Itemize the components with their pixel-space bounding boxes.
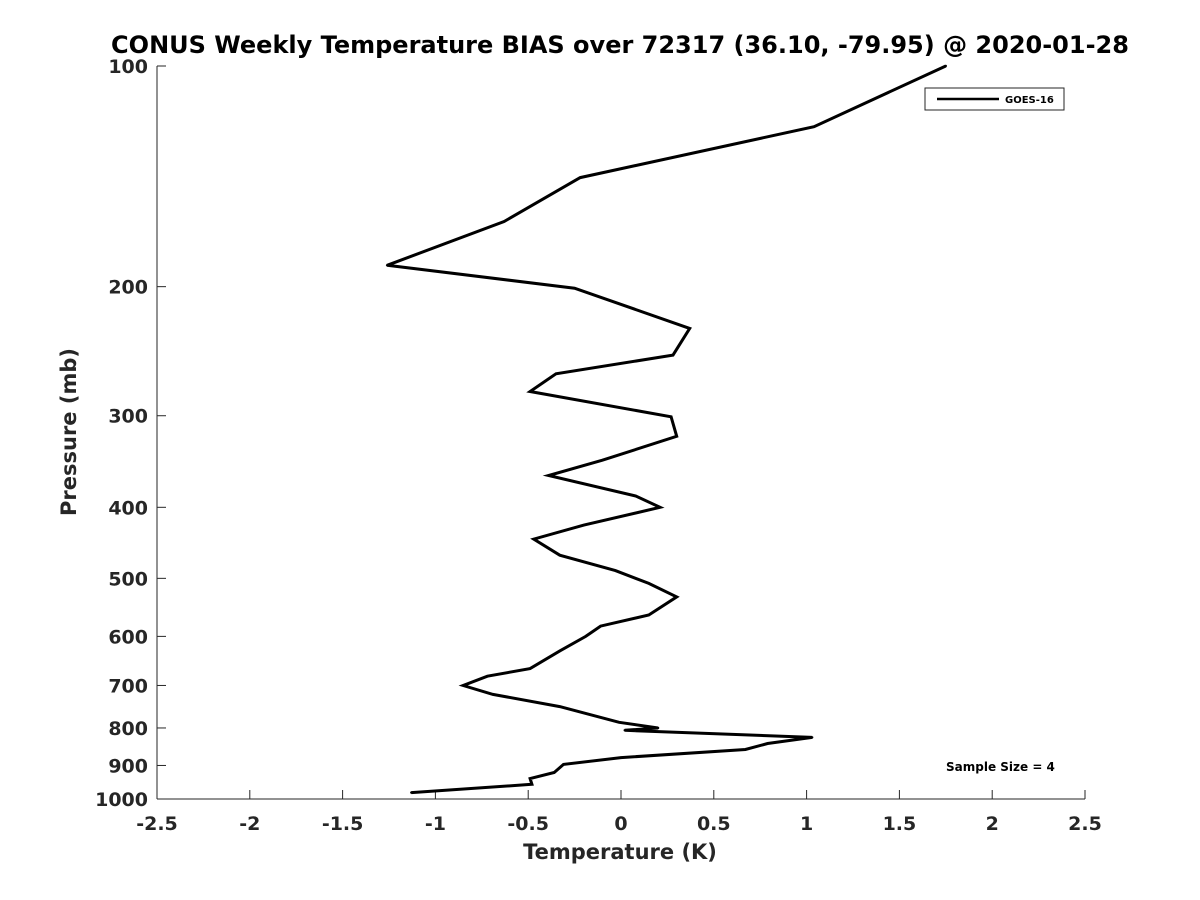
y-tick-label: 300 — [108, 406, 148, 428]
data-point — [675, 435, 678, 438]
data-point — [675, 595, 678, 599]
data-point — [410, 791, 413, 794]
data-point — [582, 523, 586, 527]
data-point — [688, 327, 691, 330]
y-tick-label: 200 — [108, 277, 148, 299]
data-point — [562, 763, 565, 766]
y-tick-label: 600 — [108, 626, 148, 648]
chart-title: CONUS Weekly Temperature BIAS over 72317… — [111, 31, 1129, 59]
data-point — [532, 537, 535, 541]
y-tick-label: 400 — [108, 497, 148, 519]
data-point — [656, 726, 660, 730]
data-point — [944, 64, 947, 68]
x-tick-label: 1.5 — [883, 813, 917, 835]
data-point — [528, 667, 532, 670]
axes: -2.5 -2 -1.5 -1 -0.5 0 0.5 1 1.5 2 2.5 100 200 300 400… — [95, 56, 1102, 835]
data-point — [617, 721, 621, 724]
data-point — [553, 771, 556, 774]
data-point — [812, 125, 816, 128]
data-point — [528, 777, 532, 780]
data-point — [558, 705, 561, 708]
data-point — [766, 742, 769, 745]
data-point — [573, 287, 576, 290]
x-tick-label: -1.5 — [322, 813, 364, 835]
data-point — [647, 582, 650, 585]
y-tick-label: 900 — [108, 755, 148, 777]
x-tick-label: 2.5 — [1068, 813, 1102, 835]
x-tick-label: -2.5 — [136, 813, 178, 835]
data-point — [584, 635, 587, 638]
data-point — [601, 459, 604, 462]
data-point — [579, 176, 582, 179]
data-point — [614, 569, 617, 572]
x-tick-label: -2 — [239, 813, 260, 835]
x-tick-label: -1 — [425, 813, 446, 835]
y-tick-label: 700 — [108, 675, 148, 697]
data-point — [623, 729, 626, 732]
y-tick-label: 500 — [108, 568, 148, 590]
data-point — [811, 736, 814, 739]
data-point — [530, 783, 534, 786]
data-point — [491, 693, 495, 696]
x-tick-label: 0 — [614, 813, 627, 835]
x-tick-label: 2 — [986, 813, 999, 835]
y-tick-label: 800 — [108, 718, 148, 740]
x-tick-label: 1 — [800, 813, 813, 835]
x-tick-label: 0.5 — [697, 813, 731, 835]
data-point — [744, 748, 747, 751]
x-axis-label: Temperature (K) — [523, 840, 717, 864]
data-point — [599, 624, 602, 628]
data-point — [619, 756, 623, 759]
data-point — [385, 264, 389, 267]
data-point — [634, 494, 637, 498]
data-point — [558, 649, 561, 653]
data-point — [671, 353, 675, 357]
data-point — [462, 684, 465, 687]
y-tick-label: 100 — [108, 56, 148, 78]
data-point — [502, 220, 506, 223]
data-point — [669, 415, 673, 418]
x-tick-label: -0.5 — [507, 813, 549, 835]
legend-label-goes-16: GOES-16 — [1005, 95, 1054, 106]
data-point — [486, 675, 489, 678]
data-point — [647, 613, 650, 617]
data-point — [528, 390, 532, 393]
data-point — [658, 506, 662, 509]
data-point — [554, 372, 558, 375]
y-tick-label: 1000 — [95, 789, 148, 811]
series-layer — [385, 64, 947, 795]
y-axis-label: Pressure (mb) — [57, 348, 81, 516]
data-point — [547, 474, 550, 477]
data-point — [558, 554, 561, 557]
sample-size-annotation: Sample Size = 4 — [946, 760, 1055, 774]
legend: GOES-16 — [924, 87, 1065, 111]
